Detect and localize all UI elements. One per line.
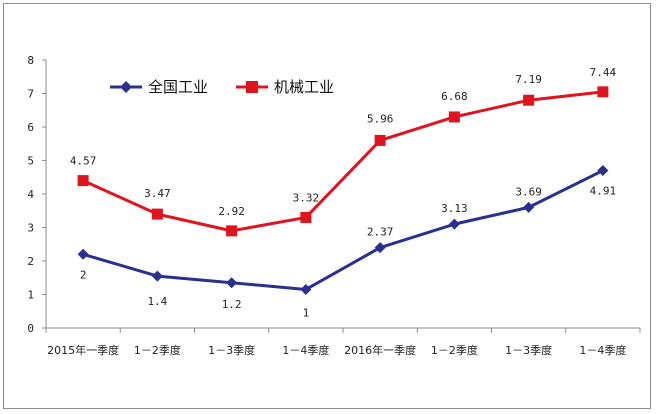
series-line-2 (82, 90, 604, 233)
point-marker (300, 211, 312, 223)
data-label: 3.47 (144, 187, 171, 200)
y-tick-label: 6 (27, 121, 34, 134)
x-tick-label: 1－4季度 (282, 343, 329, 357)
y-tick-label: 0 (27, 322, 34, 335)
data-label: 1.4 (147, 295, 167, 308)
chart-frame (3, 3, 651, 409)
y-tick-label: 3 (27, 222, 34, 235)
y-tick-label: 1 (27, 289, 34, 302)
data-label: 7.44 (590, 66, 617, 79)
data-label: 5.96 (367, 112, 394, 125)
point-marker (226, 277, 238, 289)
point-marker (448, 111, 460, 123)
x-tick-label: 1－3季度 (208, 343, 255, 357)
x-tick-label: 1－2季度 (431, 343, 478, 357)
axes: 0 1 2 3 4 5 6 7 8 2015年一季度 1－2季度 1－3季度 1－4季度 2016年一季度… (27, 54, 641, 357)
point-marker (151, 208, 163, 220)
data-label: 3.13 (441, 202, 468, 215)
point-marker (597, 165, 609, 177)
point-marker (300, 283, 312, 295)
data-label: 2.37 (367, 226, 394, 239)
legend-marker (246, 81, 258, 93)
point-marker (374, 242, 386, 254)
x-tick-label: 1－3季度 (505, 343, 552, 357)
point-marker (523, 201, 535, 213)
x-tick-label: 2015年一季度 (47, 343, 119, 357)
point-marker (597, 86, 609, 98)
legend: 全国工业 机械工业 (110, 78, 334, 96)
x-tick-label: 1－4季度 (579, 343, 626, 357)
data-label: 1 (303, 306, 310, 319)
data-labels: 2 1.4 1.2 1 2.37 3.13 3.69 4.91 4.57 3.47 2.92 3.32… (70, 66, 617, 320)
legend-label: 机械工业 (274, 78, 334, 96)
data-label: 4.91 (590, 185, 617, 198)
data-label: 1.2 (222, 298, 242, 311)
point-marker (77, 248, 89, 260)
point-marker (374, 134, 386, 146)
y-tick-label: 4 (27, 188, 34, 201)
legend-marker (120, 81, 132, 93)
y-tick-label: 5 (27, 155, 34, 168)
y-tick-label: 7 (27, 88, 34, 101)
data-label: 3.69 (515, 185, 542, 198)
point-marker (523, 94, 535, 106)
series-layer (77, 86, 609, 295)
y-tick-label: 2 (27, 255, 34, 268)
point-marker (448, 218, 460, 230)
x-tick-label: 2016年一季度 (344, 343, 416, 357)
legend-label: 全国工业 (148, 78, 208, 96)
data-label: 2.92 (218, 205, 245, 218)
data-label: 3.32 (293, 191, 320, 204)
point-marker (226, 225, 238, 237)
series-line-1 (82, 169, 604, 291)
point-marker (77, 175, 89, 187)
data-label: 6.68 (441, 90, 468, 103)
x-tick-label: 1－2季度 (134, 343, 181, 357)
data-label: 7.19 (515, 73, 542, 86)
point-marker (151, 270, 163, 282)
y-tick-label: 8 (27, 54, 34, 67)
data-label: 2 (80, 268, 87, 281)
data-label: 4.57 (70, 155, 97, 168)
